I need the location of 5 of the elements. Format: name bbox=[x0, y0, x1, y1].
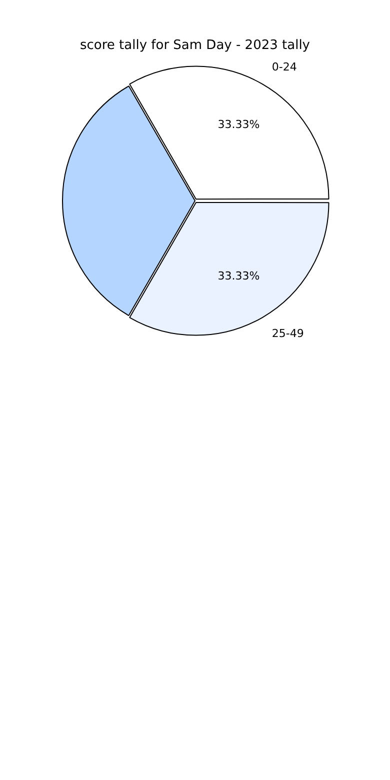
slice-label: 25-49 bbox=[272, 326, 304, 340]
slice-label: 0-24 bbox=[272, 60, 297, 74]
data-label: 33.33% bbox=[218, 118, 260, 131]
chart-title: score tally for Sam Day - 2023 tally bbox=[80, 38, 310, 54]
data-label: 33.33% bbox=[218, 269, 260, 282]
